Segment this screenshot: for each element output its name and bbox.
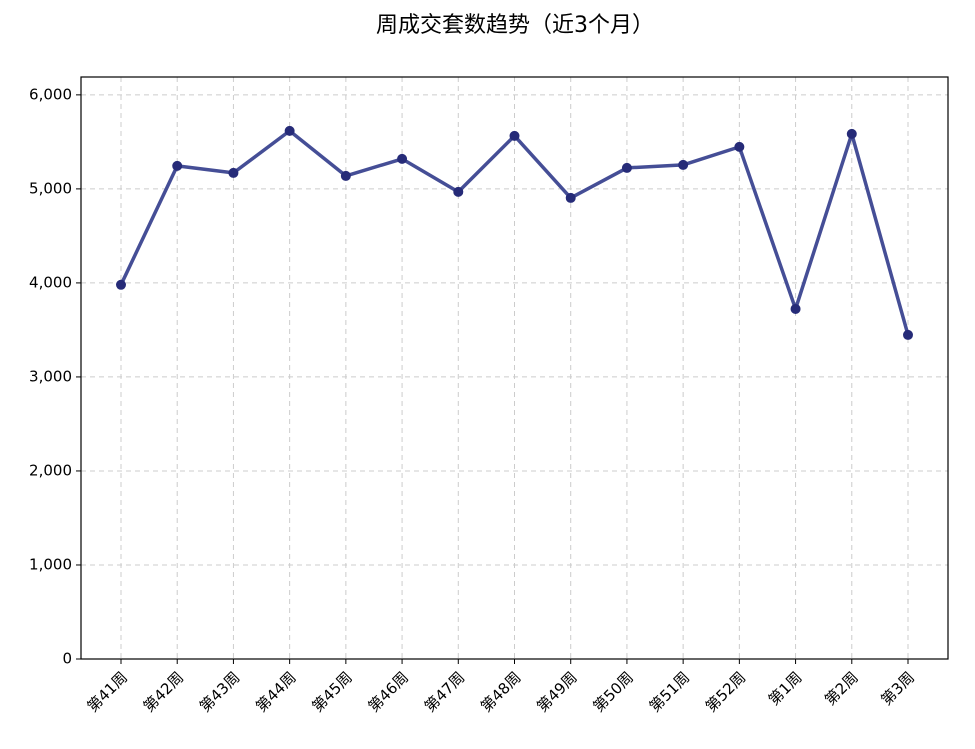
data-point xyxy=(453,186,464,197)
data-point xyxy=(846,128,857,139)
chart-title: 周成交套数趋势（近3个月） xyxy=(376,13,654,38)
y-tick-label: 4,000 xyxy=(29,273,72,291)
x-tick-label: 第50周 xyxy=(589,668,636,715)
data-point xyxy=(734,141,745,152)
y-tick-label: 0 xyxy=(62,650,72,668)
x-tick-label: 第49周 xyxy=(533,668,580,715)
x-tick-label: 第46周 xyxy=(365,668,412,715)
x-tick-label: 第41周 xyxy=(84,668,131,715)
plot-frame xyxy=(80,76,949,660)
x-tick-label: 第48周 xyxy=(477,668,524,715)
data-point xyxy=(172,160,183,171)
x-tick-label: 第51周 xyxy=(646,668,693,715)
data-point xyxy=(340,170,351,181)
y-tick-label: 5,000 xyxy=(29,179,72,197)
data-point xyxy=(116,279,126,290)
y-tick-label: 6,000 xyxy=(29,85,72,103)
y-tick-label: 1,000 xyxy=(29,555,72,573)
data-point xyxy=(903,329,913,340)
data-point xyxy=(678,159,689,170)
data-point xyxy=(228,167,239,178)
data-point xyxy=(509,130,520,141)
data-point xyxy=(565,192,576,203)
x-tick-label: 第52周 xyxy=(702,668,749,715)
y-tick-label: 3,000 xyxy=(29,367,72,385)
x-tick-label: 第2周 xyxy=(821,668,862,709)
data-point xyxy=(790,303,801,314)
x-tick-label: 第1周 xyxy=(765,668,806,709)
x-tick-label: 第3周 xyxy=(877,668,918,709)
x-tick-label: 第44周 xyxy=(252,668,299,715)
x-tick-label: 第43周 xyxy=(196,668,243,715)
y-tick-label: 2,000 xyxy=(29,461,72,479)
x-tick-label: 第47周 xyxy=(421,668,468,715)
data-point xyxy=(621,162,632,173)
data-point xyxy=(397,153,408,164)
x-tick-label: 第42周 xyxy=(140,668,187,715)
data-point xyxy=(284,125,295,136)
x-tick-label: 第45周 xyxy=(308,668,355,715)
